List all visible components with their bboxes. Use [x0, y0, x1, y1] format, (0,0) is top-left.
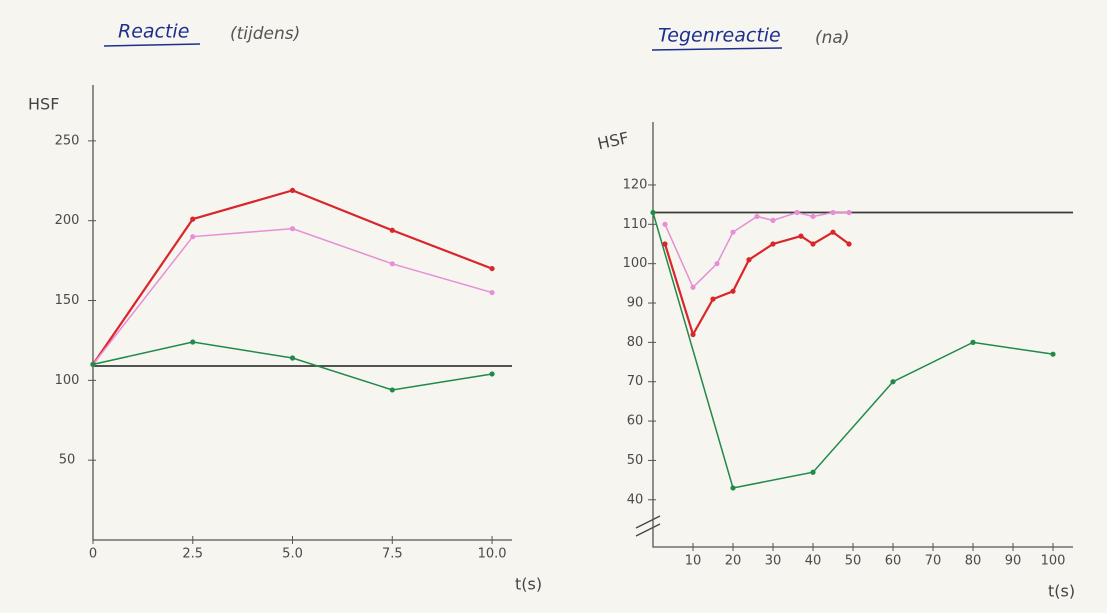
- x-tick-label: 60: [885, 554, 902, 569]
- y-tick-label: 70: [627, 374, 644, 389]
- point: [489, 266, 494, 271]
- y-tick-label: 110: [623, 217, 648, 232]
- point: [798, 234, 803, 239]
- chart-title: Reactie: [118, 21, 189, 43]
- x-tick-label: 30: [765, 554, 782, 569]
- x-tick-label: 0: [89, 547, 97, 562]
- y-tick-label: 250: [55, 133, 80, 148]
- chart: Reactie (tijdens) Tegenreactie (na) HSF …: [0, 0, 1107, 613]
- chart-subtitle: (tijdens): [230, 24, 300, 44]
- point: [390, 387, 395, 392]
- x-tick-label: 40: [805, 554, 822, 569]
- point: [390, 228, 395, 233]
- y-tick-label: 80: [627, 335, 644, 350]
- x-tick-label: 2.5: [182, 547, 203, 562]
- point: [650, 210, 655, 215]
- x-tick-label: 50: [845, 554, 862, 569]
- x-tick-label: 90: [1005, 554, 1022, 569]
- point: [190, 234, 195, 239]
- point: [90, 362, 95, 367]
- point: [730, 289, 735, 294]
- y-tick-label: 60: [627, 414, 644, 429]
- point: [770, 241, 775, 246]
- x-tick-label: 10: [685, 554, 702, 569]
- point: [810, 214, 815, 219]
- y-tick-label: 50: [627, 453, 644, 468]
- point: [710, 296, 715, 301]
- y-tick-label: 120: [623, 177, 648, 192]
- point: [290, 355, 295, 360]
- point: [810, 241, 815, 246]
- point: [1050, 352, 1055, 357]
- y-tick-label: 100: [623, 256, 648, 271]
- point: [690, 332, 695, 337]
- point: [770, 218, 775, 223]
- point: [846, 210, 851, 215]
- point: [890, 379, 895, 384]
- point: [489, 371, 494, 376]
- point: [190, 217, 195, 222]
- point: [290, 188, 295, 193]
- y-tick-label: 90: [627, 296, 644, 311]
- point: [830, 210, 835, 215]
- point: [846, 241, 851, 246]
- point: [714, 261, 719, 266]
- point: [754, 214, 759, 219]
- x-tick-label: 80: [965, 554, 982, 569]
- point: [489, 290, 494, 295]
- x-tick-label: 5.0: [282, 547, 303, 562]
- y-tick-label: 100: [55, 373, 80, 388]
- paper: [0, 0, 1107, 613]
- x-tick-label: 100: [1041, 554, 1066, 569]
- page: {"chart_data": [ {"type": "line", "title…: [0, 0, 1107, 613]
- x-tick-label: 20: [725, 554, 742, 569]
- point: [290, 226, 295, 231]
- point: [970, 340, 975, 345]
- x-tick-label: 7.5: [382, 547, 403, 562]
- point: [810, 470, 815, 475]
- y-tick-label: 50: [59, 453, 76, 468]
- y-axis-label: HSF: [28, 95, 59, 114]
- point: [390, 261, 395, 266]
- point: [830, 230, 835, 235]
- point: [730, 485, 735, 490]
- chart-title: Tegenreactie: [658, 25, 781, 47]
- x-tick-label: 10.0: [478, 547, 507, 562]
- y-tick-label: 150: [55, 293, 80, 308]
- point: [794, 210, 799, 215]
- point: [190, 339, 195, 344]
- x-axis-label: t(s): [515, 575, 542, 594]
- point: [690, 285, 695, 290]
- chart-subtitle: (na): [815, 28, 849, 48]
- point: [662, 241, 667, 246]
- x-axis-label: t(s): [1048, 582, 1075, 601]
- x-tick-label: 70: [925, 554, 942, 569]
- point: [746, 257, 751, 262]
- y-tick-label: 200: [55, 213, 80, 228]
- point: [730, 230, 735, 235]
- y-tick-label: 40: [627, 492, 644, 507]
- point: [662, 222, 667, 227]
